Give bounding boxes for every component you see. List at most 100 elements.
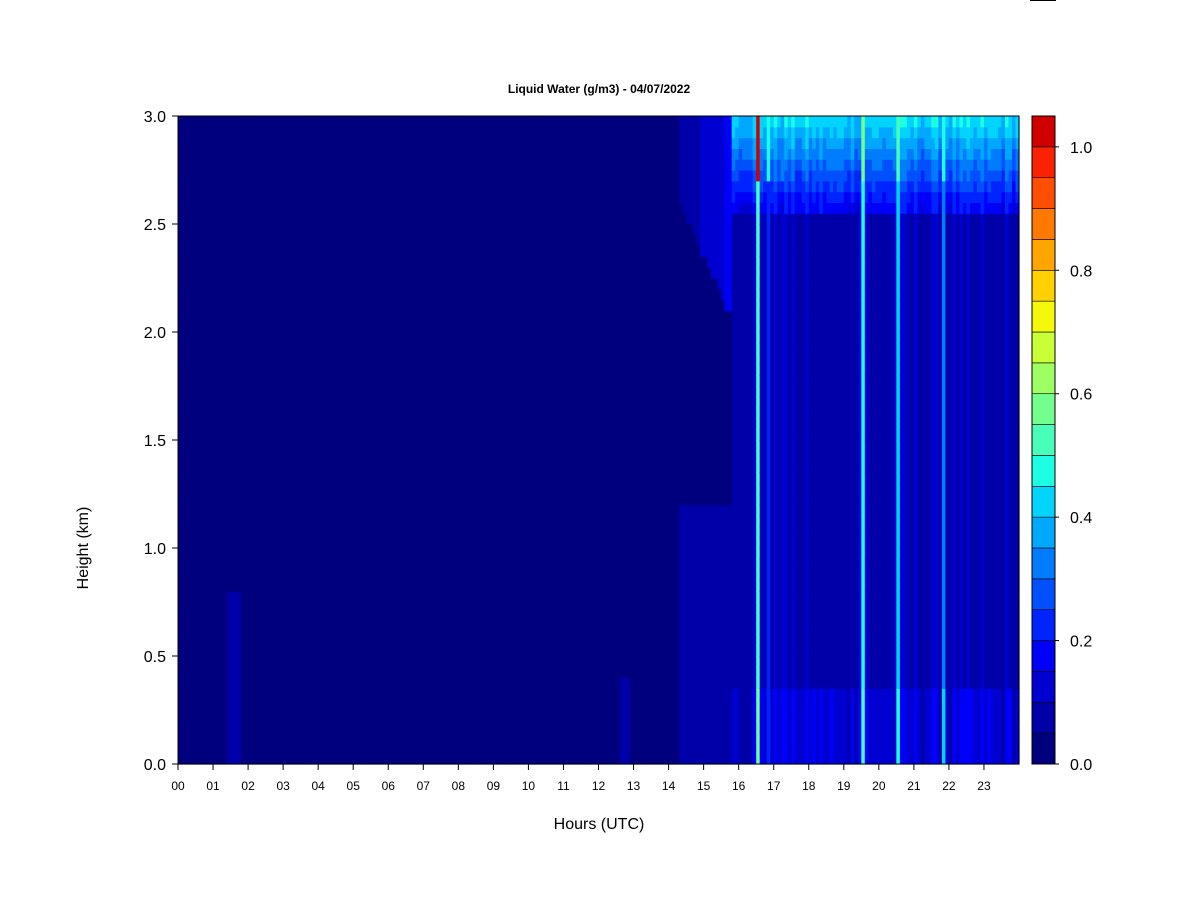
heatmap-cell — [349, 396, 354, 409]
heatmap-cell — [381, 645, 386, 657]
heatmap-cell — [248, 321, 253, 333]
heatmap-cell — [269, 321, 274, 333]
heatmap-cell — [185, 310, 190, 322]
heatmap-cell — [416, 450, 421, 463]
heatmap-cell — [398, 602, 403, 614]
heatmap-cell — [192, 213, 197, 225]
heatmap-cell — [395, 234, 400, 247]
heatmap-cell — [283, 666, 288, 679]
heatmap-cell — [335, 116, 340, 128]
heatmap-cell — [363, 461, 368, 473]
heatmap-cell — [423, 288, 428, 301]
heatmap-cell — [465, 245, 470, 257]
heatmap-cell — [318, 202, 323, 214]
heatmap-cell — [433, 288, 438, 301]
heatmap-cell — [321, 699, 326, 711]
heatmap-cell — [419, 116, 424, 128]
heatmap-cell — [290, 429, 295, 441]
heatmap-cell — [395, 558, 400, 571]
heatmap-cell — [293, 558, 298, 571]
heatmap-cell — [363, 267, 368, 279]
heatmap-cell — [272, 342, 277, 355]
heatmap-cell — [199, 580, 204, 592]
heatmap-cell — [430, 126, 435, 139]
heatmap-cell — [423, 224, 428, 236]
heatmap-cell — [258, 634, 263, 646]
heatmap-cell — [447, 332, 452, 344]
heatmap-cell — [321, 375, 326, 387]
heatmap-cell — [192, 429, 197, 441]
heatmap-cell — [195, 299, 200, 311]
heatmap-cell — [325, 310, 330, 322]
heatmap-cell — [367, 159, 372, 171]
heatmap-cell — [178, 742, 183, 754]
heatmap-cell — [192, 180, 197, 193]
heatmap-cell — [465, 537, 470, 549]
heatmap-cell — [444, 710, 449, 722]
heatmap-cell — [391, 731, 396, 743]
heatmap-cell — [367, 710, 372, 722]
heatmap-cell — [181, 332, 186, 344]
heatmap-cell — [311, 645, 316, 657]
heatmap-cell — [465, 483, 470, 495]
heatmap-cell — [297, 278, 302, 290]
heatmap-cell — [258, 526, 263, 538]
heatmap-cell — [419, 537, 424, 549]
heatmap-cell — [223, 623, 228, 635]
heatmap-cell — [192, 342, 197, 355]
heatmap-cell — [244, 202, 249, 214]
heatmap-cell — [255, 483, 260, 495]
heatmap-cell — [206, 569, 211, 581]
heatmap-cell — [220, 537, 225, 549]
heatmap-cell — [185, 234, 190, 247]
heatmap-cell — [402, 548, 407, 560]
heatmap-cell — [258, 159, 263, 171]
heatmap-cell — [332, 526, 337, 538]
heatmap-cell — [251, 170, 256, 182]
heatmap-cell — [430, 396, 435, 409]
heatmap-cell — [178, 526, 183, 538]
heatmap-cell — [269, 375, 274, 387]
heatmap-cell — [304, 256, 309, 268]
heatmap-cell — [367, 515, 372, 527]
heatmap-cell — [423, 612, 428, 625]
heatmap-cell — [255, 180, 260, 193]
heatmap-cell — [188, 202, 193, 214]
heatmap-cell — [454, 753, 459, 765]
heatmap-cell — [325, 461, 330, 473]
heatmap-cell — [269, 731, 274, 743]
heatmap-cell — [398, 645, 403, 657]
heatmap-cell — [440, 418, 445, 430]
heatmap-cell — [325, 569, 330, 581]
heatmap-cell — [370, 612, 375, 625]
heatmap-cell — [185, 386, 190, 398]
heatmap-cell — [206, 148, 211, 160]
heatmap-cell — [230, 753, 235, 765]
heatmap-cell — [220, 440, 225, 452]
heatmap-cell — [304, 548, 309, 560]
heatmap-cell — [398, 569, 403, 581]
heatmap-cell — [216, 278, 221, 290]
heatmap-cell — [188, 461, 193, 473]
heatmap-cell — [360, 623, 365, 635]
heatmap-cell — [223, 342, 228, 355]
heatmap-cell — [451, 526, 456, 538]
heatmap-cell — [195, 429, 200, 441]
heatmap-cell — [437, 472, 442, 484]
heatmap-cell — [328, 202, 333, 214]
heatmap-cell — [241, 321, 246, 333]
heatmap-cell — [381, 386, 386, 398]
heatmap-cell — [391, 353, 396, 365]
heatmap-cell — [258, 548, 263, 560]
heatmap-cell — [265, 364, 270, 376]
heatmap-cell — [332, 429, 337, 441]
heatmap-cell — [269, 558, 274, 571]
heatmap-cell — [216, 137, 221, 149]
heatmap-cell — [409, 731, 414, 743]
heatmap-cell — [461, 504, 466, 517]
heatmap-cell — [430, 180, 435, 193]
heatmap-cell — [335, 645, 340, 657]
heatmap-cell — [311, 148, 316, 160]
heatmap-cell — [304, 267, 309, 279]
heatmap-cell — [244, 126, 249, 139]
